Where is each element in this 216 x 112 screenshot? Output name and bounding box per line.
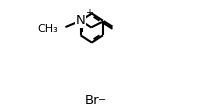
Text: −: − [98, 95, 107, 105]
Text: CH₃: CH₃ [37, 24, 58, 34]
Text: N: N [76, 14, 86, 27]
Text: +: + [85, 9, 93, 18]
Text: Br: Br [85, 94, 100, 107]
